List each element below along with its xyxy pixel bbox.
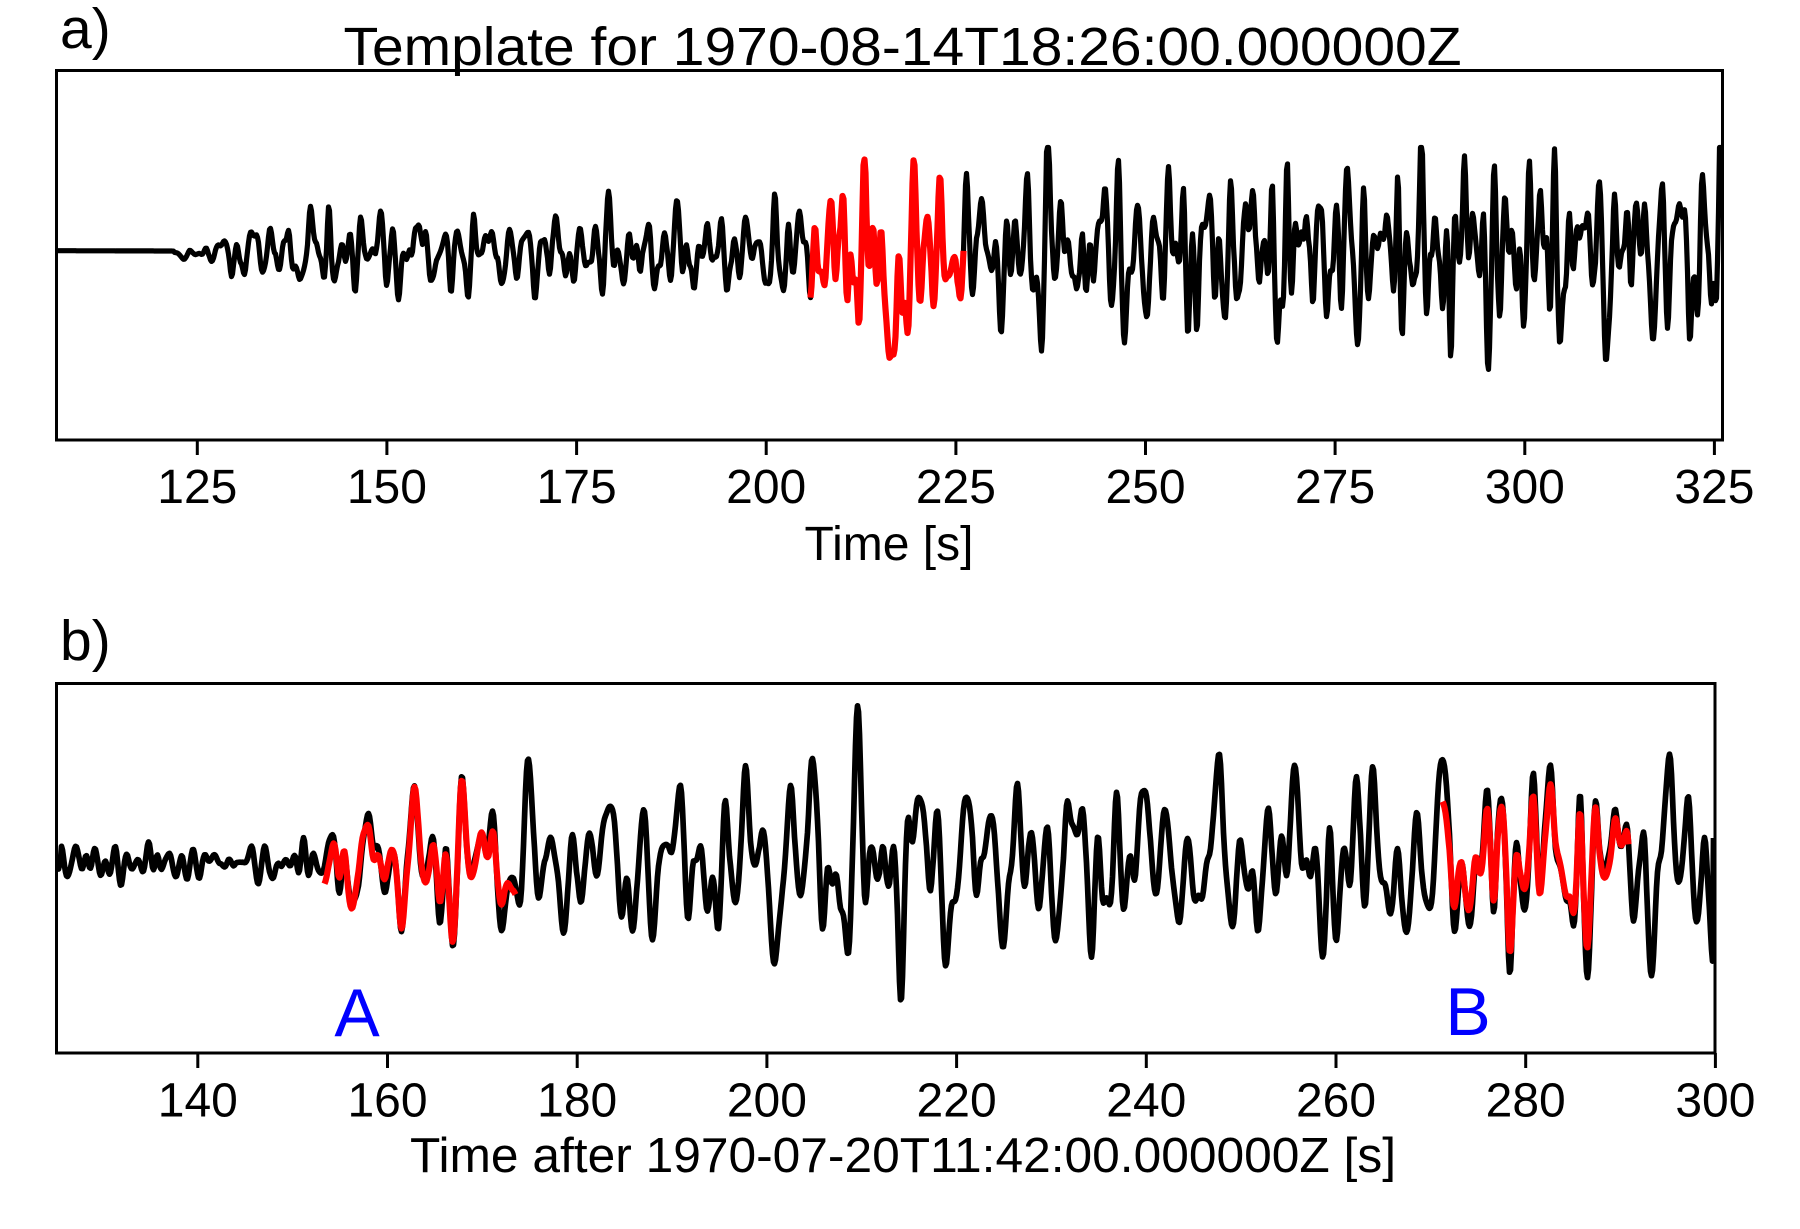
svg-text:Template for 1970-08-14T18:26:: Template for 1970-08-14T18:26:00.000000Z bbox=[344, 17, 1462, 77]
svg-text:125: 125 bbox=[157, 461, 237, 514]
svg-text:a): a) bbox=[60, 0, 111, 61]
svg-text:B: B bbox=[1445, 974, 1490, 1050]
svg-text:180: 180 bbox=[537, 1075, 617, 1128]
svg-text:200: 200 bbox=[726, 461, 806, 514]
svg-text:260: 260 bbox=[1296, 1075, 1376, 1128]
svg-text:300: 300 bbox=[1485, 461, 1565, 514]
svg-text:240: 240 bbox=[1106, 1075, 1186, 1128]
svg-text:250: 250 bbox=[1105, 461, 1185, 514]
svg-text:Time after 1970-07-20T11:42:00: Time after 1970-07-20T11:42:00.000000Z [… bbox=[410, 1129, 1396, 1183]
svg-text:A: A bbox=[334, 975, 380, 1051]
svg-text:Time [s]: Time [s] bbox=[805, 518, 974, 571]
svg-text:325: 325 bbox=[1674, 461, 1754, 514]
svg-text:b): b) bbox=[60, 609, 111, 673]
svg-text:300: 300 bbox=[1675, 1075, 1755, 1128]
svg-text:220: 220 bbox=[917, 1075, 997, 1128]
svg-text:200: 200 bbox=[727, 1075, 807, 1128]
svg-text:160: 160 bbox=[347, 1075, 427, 1128]
svg-text:225: 225 bbox=[916, 461, 996, 514]
svg-text:175: 175 bbox=[537, 461, 617, 514]
svg-text:280: 280 bbox=[1486, 1075, 1566, 1128]
svg-text:275: 275 bbox=[1295, 461, 1375, 514]
svg-text:140: 140 bbox=[158, 1075, 238, 1128]
svg-text:150: 150 bbox=[347, 461, 427, 514]
